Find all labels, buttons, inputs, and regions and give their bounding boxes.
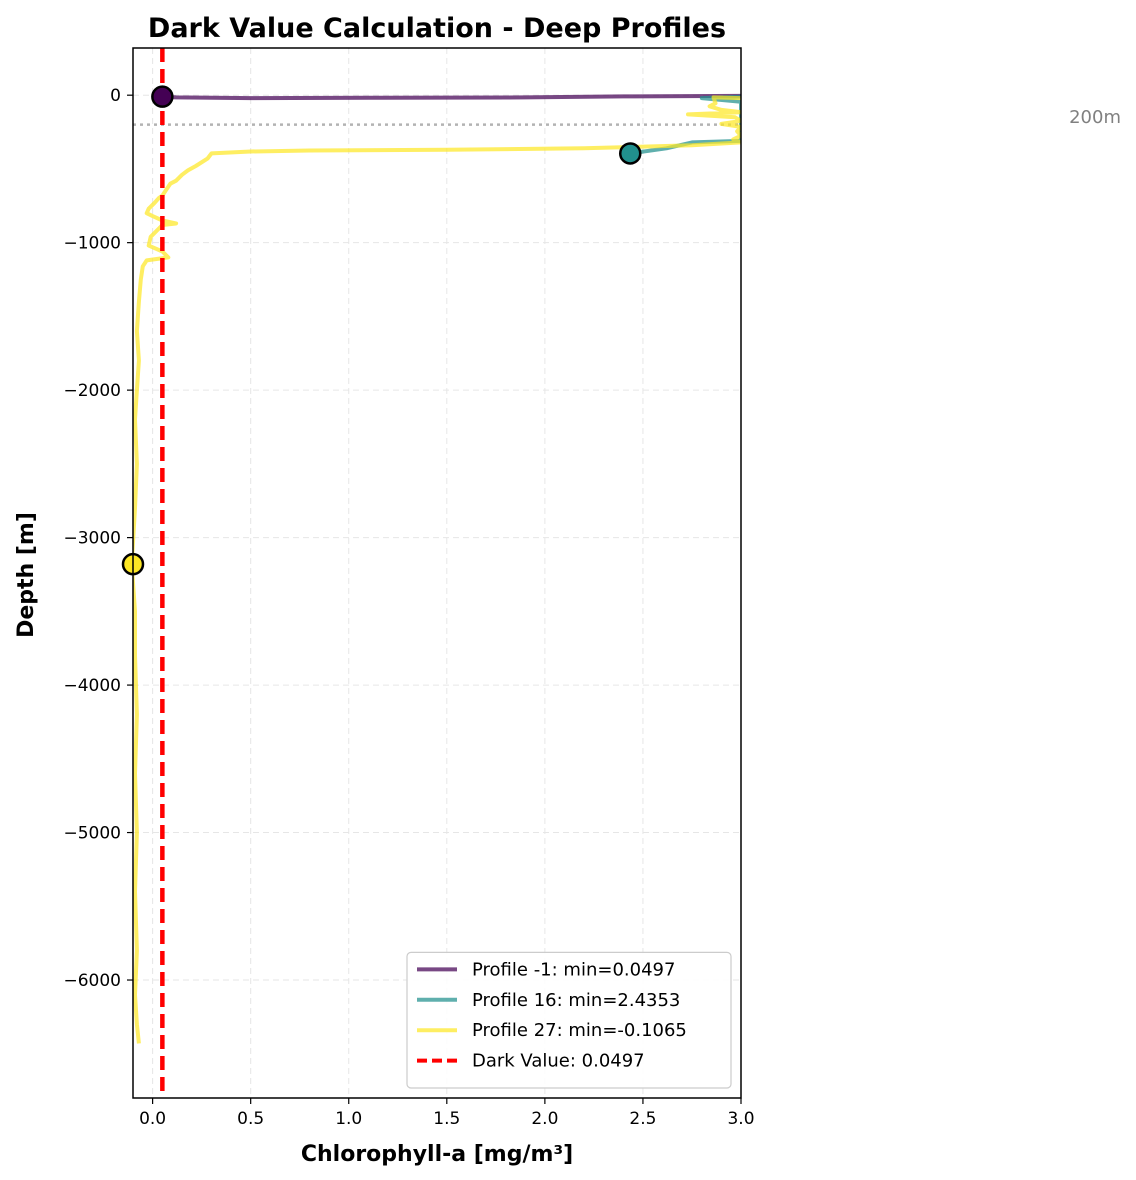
x-tick-label-1: 0.5: [237, 1109, 264, 1129]
y-tick-label-4: −4000: [63, 676, 121, 696]
legend-label-0: Profile -1: min=0.0497: [472, 959, 675, 980]
y-axis-label: Depth [m]: [14, 512, 39, 638]
y-tick-label-1: −1000: [63, 234, 121, 254]
x-tick-label-3: 1.5: [433, 1109, 460, 1129]
x-tick-label-2: 1.0: [335, 1109, 362, 1129]
legend-label-2: Profile 27: min=-0.1065: [472, 1020, 687, 1041]
legend: Profile -1: min=0.0497 Profile 16: min=2.…: [406, 951, 732, 1089]
x-tick-label-5: 2.5: [629, 1109, 656, 1129]
y-tick-label-2: −2000: [63, 381, 121, 401]
y-axis-ticks: 0 −1000 −2000 −3000 −4000 −5000 −6000: [63, 86, 133, 991]
reference-line-label: 200m: [1069, 107, 1121, 128]
y-tick-label-5: −5000: [63, 824, 121, 844]
legend-label-1: Profile 16: min=2.4353: [472, 990, 680, 1011]
y-tick-label-6: −6000: [63, 971, 121, 991]
x-tick-label-0: 0.0: [139, 1109, 166, 1129]
series-line-0: [162, 93, 741, 101]
y-tick-label-3: −3000: [63, 529, 121, 549]
x-tick-label-6: 3.0: [727, 1109, 754, 1129]
chart-title: Dark Value Calculation - Deep Profiles: [148, 13, 726, 44]
min-marker-0: [151, 85, 174, 108]
x-axis-label: Chlorophyll-a [mg/m³]: [301, 1142, 573, 1167]
x-axis-ticks: 0.0 0.5 1.0 1.5 2.0 2.5 3.0: [139, 1098, 755, 1129]
x-tick-label-4: 2.0: [531, 1109, 558, 1129]
min-marker-1: [618, 142, 642, 165]
legend-box: [406, 951, 732, 1089]
plot-frame: [132, 47, 742, 1099]
plot-background: [133, 48, 741, 1098]
legend-label-3: Dark Value: 0.0497: [472, 1051, 645, 1072]
y-tick-label-0: 0: [110, 86, 121, 106]
